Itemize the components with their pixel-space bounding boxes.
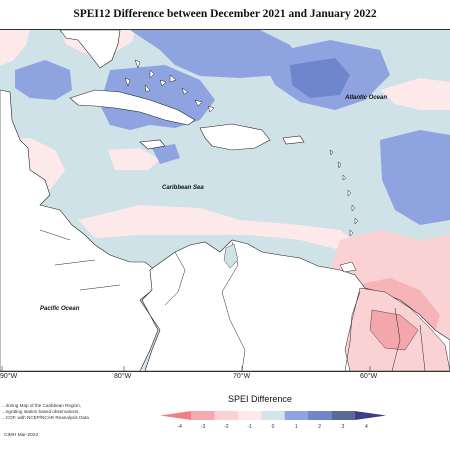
legend-swatch (191, 411, 215, 420)
border-line (391, 307, 401, 371)
lake-maracaibo (223, 243, 239, 269)
lesser-antilles (329, 149, 359, 273)
wet-anomaly-area (15, 60, 72, 100)
legend-tick-label: -3 (200, 424, 206, 430)
legend-swatch (261, 411, 285, 420)
dry-anomaly-area (108, 148, 160, 170)
legend-tick-label: 0 (271, 424, 275, 430)
puerto-rico-land (282, 135, 305, 145)
cuba-land (69, 89, 196, 126)
border-line (419, 324, 426, 371)
legend-title: SPEI Difference (228, 394, 292, 404)
border-line (164, 251, 186, 306)
atlantic-ocean-label: Atlantic Ocean (344, 95, 387, 101)
longitude-ticks (1, 366, 371, 371)
legend-tick-label: -1 (247, 424, 252, 430)
legend-tick-label: 3 (341, 424, 345, 430)
credit-text: CIMH Mar-2022 (4, 433, 39, 438)
wet-anomaly-area (152, 144, 180, 164)
legend-tick-label: 1 (294, 424, 298, 430)
longitude-label-60w: 60°W (360, 373, 378, 380)
legend-tick-label: -4 (177, 424, 182, 430)
longitude-label-70w: 70°W (233, 373, 251, 380)
legend-swatch (214, 411, 238, 420)
bahamas-islands (124, 59, 215, 113)
map-notes: ...itoring Map of the Caribbean Region, … (2, 403, 122, 422)
florida-land (59, 30, 121, 69)
note-line: ...egrating station based observations, (2, 409, 80, 415)
hispaniola-land (199, 123, 271, 151)
note-line: ...itoring Map of the Caribbean Region, (2, 403, 81, 408)
guianas-strong-dry-land (369, 309, 419, 351)
longitude-label-80w: 80°W (114, 373, 132, 380)
central-america-land (0, 89, 161, 371)
wet-anomaly-area (395, 150, 440, 190)
caribbean-sea-label: Caribbean Sea (162, 185, 204, 191)
legend-colorbar (160, 411, 386, 420)
wet-anomaly-area (130, 30, 300, 78)
map-svg: Atlantic Ocean Caribbean Sea Pacific Oce… (0, 30, 450, 371)
dry-anomaly-area (0, 30, 30, 66)
pacific-ocean-label: Pacific Ocean (40, 306, 80, 312)
legend-tick-label: 4 (364, 424, 368, 430)
legend-swatch (354, 411, 386, 420)
map-title: SPEI12 Difference between December 2021 … (73, 8, 377, 20)
dry-anomaly-area (380, 78, 450, 110)
legend-tick-label: 2 (318, 424, 322, 430)
legend-swatch (308, 411, 332, 420)
map-panel: Atlantic Ocean Caribbean Sea Pacific Oce… (0, 29, 450, 372)
legend-swatch (238, 411, 262, 420)
longitude-label-90w: 90°W (0, 373, 18, 380)
border-line (344, 291, 361, 371)
legend-swatch (160, 411, 192, 420)
legend-tick-label: -2 (224, 424, 229, 430)
dry-anomaly-area (78, 205, 360, 250)
strong-wet-area (290, 58, 350, 98)
jamaica-land (139, 139, 166, 150)
note-line: ...COF, with NCEP/NCAR Reanalysis Data (2, 415, 89, 421)
border-line (39, 229, 121, 291)
legend-swatch (331, 411, 355, 420)
legend-swatch (284, 411, 308, 420)
